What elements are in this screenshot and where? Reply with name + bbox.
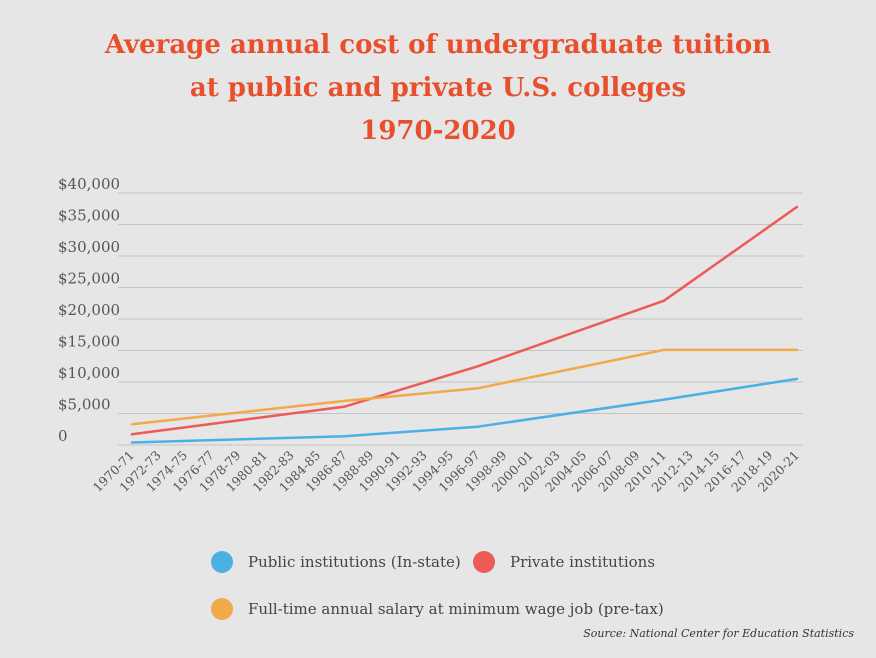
gridlines bbox=[118, 192, 803, 446]
y-tick-label: $5,000 bbox=[58, 396, 111, 414]
series-line-salary bbox=[130, 348, 799, 426]
y-tick-label: $25,000 bbox=[58, 270, 120, 288]
y-tick-label: $35,000 bbox=[58, 207, 120, 225]
source-note: Source: National Center for Education St… bbox=[583, 627, 854, 640]
y-tick-label: $20,000 bbox=[58, 301, 120, 319]
series-lines bbox=[130, 205, 799, 444]
y-tick-label: $30,000 bbox=[58, 238, 120, 256]
y-axis-tick-labels: 0 $5,000 $10,000 $15,000 $20,000 $25,000 $30,0… bbox=[58, 175, 120, 445]
y-tick-label: $10,000 bbox=[58, 364, 120, 382]
title-line-1: Average annual cost of undergraduate tui… bbox=[104, 30, 772, 60]
series-line-private bbox=[130, 205, 799, 436]
x-axis-tick-labels: 1970-711972-731974-751976-771978-791980-… bbox=[90, 447, 802, 494]
title-line-2: at public and private U.S. colleges bbox=[189, 73, 687, 103]
title-line-3: 1970-2020 bbox=[360, 116, 516, 146]
y-tick-label: $15,000 bbox=[58, 333, 120, 351]
y-tick-label: 0 bbox=[58, 427, 68, 445]
series-line-public bbox=[130, 377, 799, 444]
chart-title: Average annual cost of undergraduate tui… bbox=[0, 24, 876, 153]
y-tick-label: $40,000 bbox=[58, 175, 120, 193]
